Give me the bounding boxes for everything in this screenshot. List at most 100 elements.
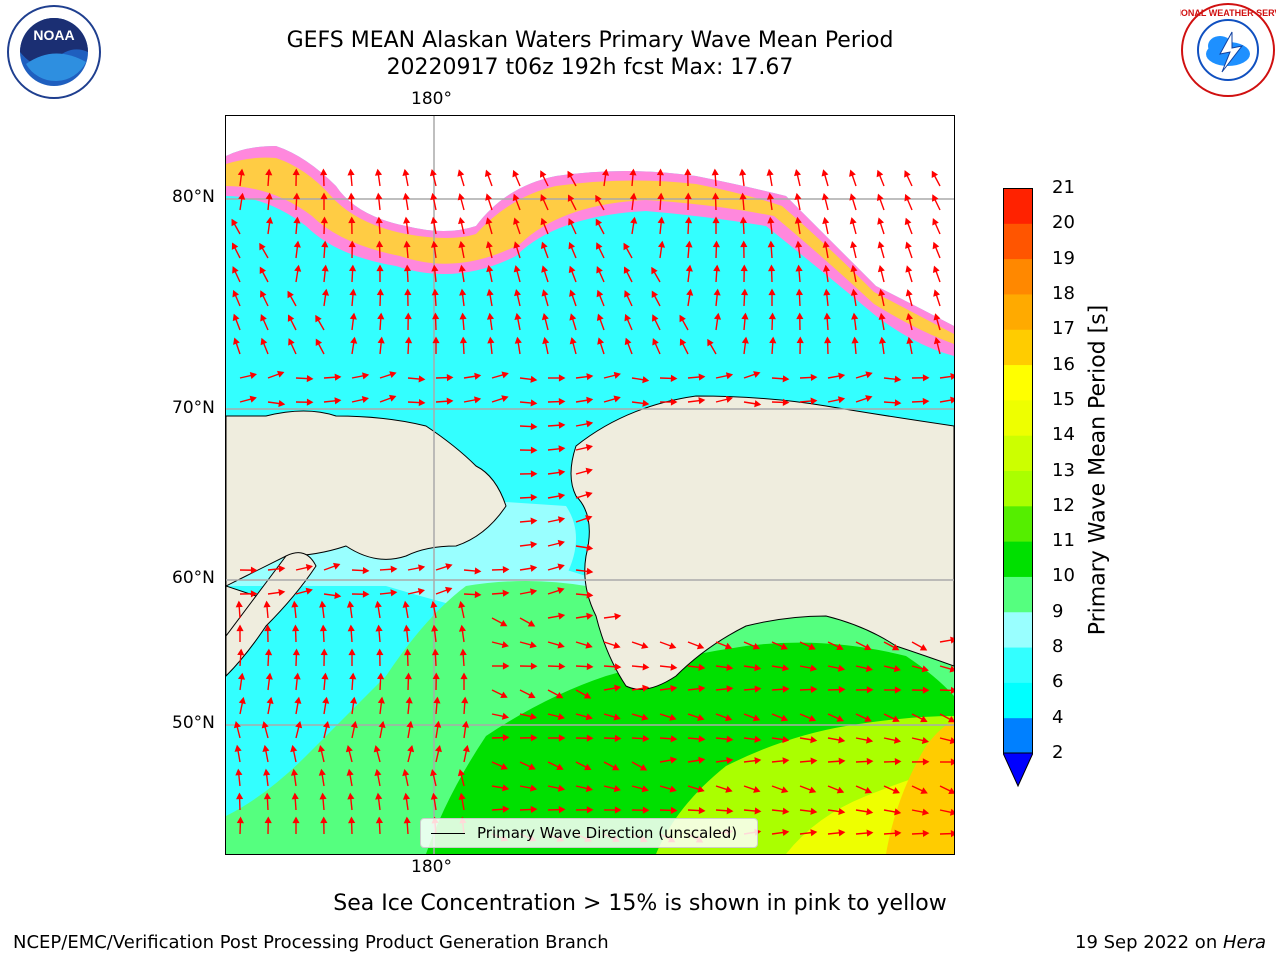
wave-arrow-head [376,264,384,272]
wave-arrow-head [823,288,831,296]
wave-arrow-head [319,792,327,800]
wave-arrow-head [235,768,243,776]
colorbar-tick-label: 12 [1052,494,1075,516]
wave-arrow-head [586,567,594,575]
wave-arrow-head [293,240,301,248]
wave-arrow-head [670,398,678,406]
wave-arrow-head [794,216,802,224]
wave-arrow-head [530,493,538,502]
wave-arrow-head [263,600,271,608]
wave-arrow-head [684,216,693,224]
wave-arrow-head [670,374,678,382]
wave-arrow-head [278,588,286,597]
wave-arrow-head [782,664,790,672]
wave-arrow-head [486,288,494,296]
wave-arrow-head [558,492,566,500]
wave-arrow-head [795,288,804,296]
wave-arrow-head [696,642,705,650]
wave-arrow-head [781,786,789,794]
colorbar-tick-label: 21 [1052,177,1075,198]
wave-arrow-head [474,396,482,404]
wave-arrow-head [502,662,510,670]
wave-arrow-head [741,312,749,320]
nws-logo-icon: NATIONAL WEATHER SERVICE [1161,2,1280,98]
lat-label-60: 60°N [172,568,215,588]
wave-arrow-head [849,169,856,177]
wave-arrow-head [430,192,438,201]
wave-arrow-head [530,422,538,431]
wave-arrow-head [292,816,300,824]
wave-arrow-head [321,264,329,272]
wave-arrow-head [541,265,549,273]
wave-arrow-head [613,785,621,793]
wave-arrow-head [642,734,650,743]
wave-arrow-head [500,763,508,770]
wave-arrow-head [768,312,776,320]
colorbar-swatch [1003,399,1033,436]
wave-arrow-head [378,720,386,728]
wave-arrow-head [949,808,954,816]
wave-arrow-head [512,169,520,178]
wave-arrow-head [459,288,467,296]
wave-arrow-head [514,312,522,320]
wave-arrow-head [933,289,941,297]
wave-arrow-head [430,600,438,608]
wave-arrow-head [486,264,494,273]
wave-arrow-head [893,736,902,744]
wave-arrow-head [611,763,620,771]
wave-arrow-head [458,792,466,800]
wave-arrow-head [404,312,412,320]
wave-arrow-head [933,337,941,345]
wave-arrow-head [361,396,370,404]
wave-arrow-head [320,816,328,824]
wave-arrow-head [822,240,830,248]
wave-arrow-head [739,168,747,176]
wave-arrow-head [485,193,493,201]
wave-arrow-head [264,624,272,632]
lon-label-bottom: 180° [411,857,452,877]
wave-arrow-head [585,641,593,649]
wave-arrow-head [669,785,677,793]
wave-arrow-head [347,168,355,176]
wave-arrow-head [232,266,239,274]
wave-arrow-head [624,337,632,346]
colorbar-swatch [1003,717,1033,754]
wave-arrow-head [780,643,788,650]
wave-arrow-head [754,807,762,815]
wave-arrow-head [922,374,930,382]
wave-arrow-head [530,446,538,454]
wave-arrow-head [260,290,267,298]
wave-arrow-head [407,745,415,753]
wave-arrow-head [794,192,802,200]
colorbar-swatch [1003,611,1033,648]
colorbar-tick-label: 16 [1052,353,1075,375]
wave-arrow-head [557,516,566,524]
wave-arrow-head [585,713,593,721]
colorbar [1002,188,1034,788]
wave-arrow-head [288,338,295,346]
wave-arrow-head [558,734,566,742]
wave-arrow-head [623,242,630,251]
wave-arrow-head [501,371,509,379]
wave-arrow-head [249,372,258,380]
wave-arrow-head [362,372,370,380]
colorbar-tick-label: 10 [1052,565,1075,587]
wave-arrow-head [486,312,495,320]
wave-arrow-head [530,805,538,814]
wave-arrow-head [236,624,244,632]
wave-arrow-head [457,193,465,201]
wave-arrow-head [485,217,493,225]
wave-arrow-head [894,375,902,383]
wave-arrow-head [555,691,564,699]
wave-arrow-head [782,735,790,744]
wave-arrow-head [767,240,775,248]
wave-arrow-head [767,216,775,224]
wave-arrow-head [698,397,706,405]
colorbar-swatch [1003,258,1033,295]
wave-arrow-head [237,168,245,176]
wave-arrow-head [530,375,538,383]
wave-arrow-head [234,744,242,752]
wave-arrow-head [851,312,859,320]
wave-arrow-head [754,400,762,408]
wave-arrow-head [374,168,383,176]
